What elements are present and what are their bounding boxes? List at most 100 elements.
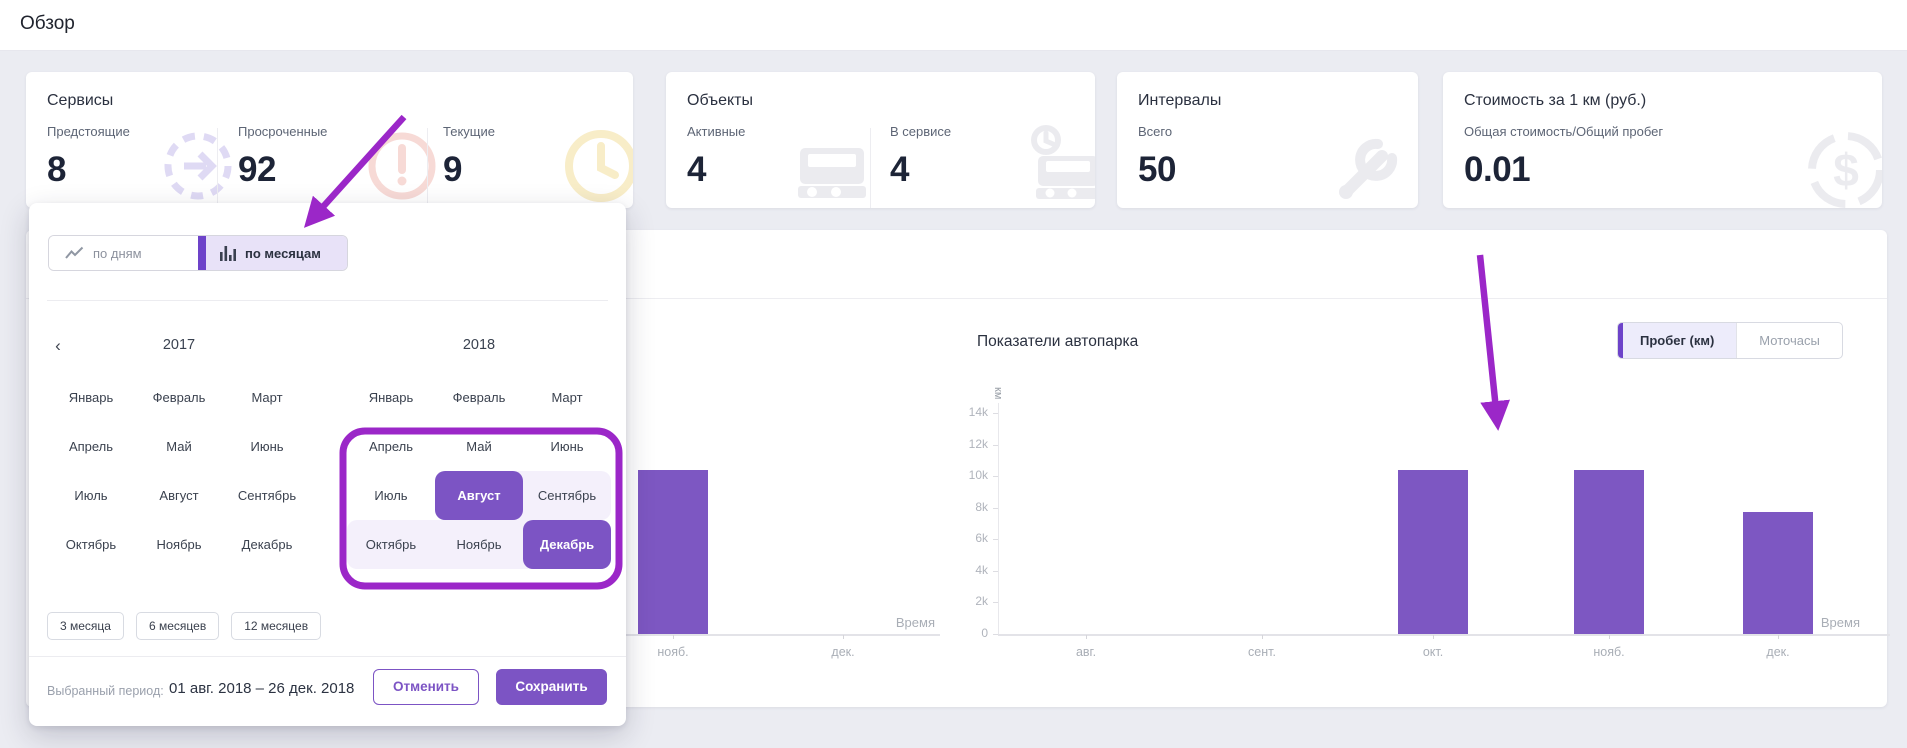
chart-1-ytick-label-6k: 6k	[975, 531, 988, 545]
chart-1-ytick-label-0: 0	[981, 626, 988, 640]
chart-0-xtick-label-дек.: дек.	[831, 645, 855, 659]
quick-range-3-месяца[interactable]: 3 месяца	[47, 612, 124, 640]
stat-value: 50	[1138, 150, 1176, 189]
alert-clock-icon	[364, 118, 440, 208]
chart-1-xtick	[1778, 635, 1779, 639]
quick-range-6-месяцев[interactable]: 6 месяцев	[135, 612, 220, 640]
chart-1-ytick	[993, 445, 998, 446]
popup-divider	[47, 300, 608, 301]
objects-card: Объекты Активные 4 В сервисе 4	[666, 72, 1095, 208]
intervals-card: Интервалы Всего 50	[1117, 72, 1418, 208]
month-cell-2018-Май[interactable]: Май	[466, 439, 492, 454]
date-range-picker-popup: по дням по месяцам ‹ 2017 2018 Январь Фев…	[29, 203, 626, 726]
month-cell-2017-Ноябрь[interactable]: Ноябрь	[156, 537, 202, 552]
year-label-2018: 2018	[462, 337, 496, 353]
popup-divider	[29, 656, 626, 657]
metric-toggle: Пробег (км) Моточасы	[1617, 322, 1843, 359]
chart-1-xtick-label-дек.: дек.	[1766, 645, 1790, 659]
toggle-engine-hours[interactable]: Моточасы	[1736, 323, 1842, 358]
chart-0-xtick-label-нояб.: нояб.	[657, 645, 689, 659]
month-cell-2018-Февраль[interactable]: Февраль	[452, 390, 506, 405]
stat-label: Просроченные	[238, 124, 328, 139]
stat-label: Предстоящие	[47, 124, 130, 139]
chart-0-bar-нояб.	[638, 470, 708, 634]
chart-1-ytick	[993, 508, 998, 509]
month-cell-2017-Июль[interactable]: Июль	[74, 488, 108, 503]
month-cell-2017-Сентябрь[interactable]: Сентябрь	[237, 488, 297, 503]
bar-chart-icon	[220, 245, 236, 261]
chart-1-xtick	[1262, 635, 1263, 639]
month-cell-2018-Октябрь[interactable]: Октябрь	[365, 537, 417, 552]
card-title: Стоимость за 1 км (руб.)	[1464, 92, 1647, 109]
month-cell-2018-Июль[interactable]: Июль	[374, 488, 408, 503]
month-cell-2018-Ноябрь[interactable]: Ноябрь	[456, 537, 502, 552]
chart-1-ytick-label-10k: 10k	[968, 468, 988, 482]
mode-by-days-label: по дням	[93, 245, 142, 261]
chart-1-ytick-label-4k: 4k	[975, 563, 988, 577]
chart-0-xtick	[843, 635, 844, 639]
chart-1-ytick	[993, 602, 998, 603]
chart-1-ytick-label-8k: 8k	[975, 500, 988, 514]
stat-value: 4	[687, 150, 706, 189]
chart-1-yaxis	[998, 403, 999, 634]
stat-label: В сервисе	[890, 124, 952, 139]
month-cell-2017-Февраль[interactable]: Февраль	[152, 390, 206, 405]
month-cell-2018-Март[interactable]: Март	[551, 390, 583, 405]
toggle-mileage[interactable]: Пробег (км)	[1618, 323, 1737, 358]
chart-card-header-divider	[26, 298, 1887, 299]
month-cell-2018-Июнь[interactable]: Июнь	[550, 439, 584, 454]
chart-1-xtick-label-нояб.: нояб.	[1593, 645, 1625, 659]
month-cell-2017-Декабрь[interactable]: Декабрь	[241, 537, 293, 552]
chart-1-xtick	[1609, 635, 1610, 639]
card-title: Объекты	[687, 92, 753, 109]
quick-range-12-месяцев[interactable]: 12 месяцев	[231, 612, 322, 640]
month-cell-2017-Январь[interactable]: Январь	[68, 390, 114, 405]
services-card: Сервисы Предстоящие 8 Просроченные 92 Те…	[26, 72, 633, 208]
chart-1-xaxis-label: Время	[1820, 615, 1860, 630]
month-cell-2018-Январь[interactable]: Январь	[368, 390, 414, 405]
chart-1-xtick-label-окт.: окт.	[1422, 645, 1444, 659]
mode-by-months[interactable]: по месяцам	[206, 236, 347, 270]
clock-icon	[556, 118, 633, 208]
mode-by-months-label: по месяцам	[245, 245, 321, 261]
chart-1-ytick	[993, 539, 998, 540]
month-cell-2018-Апрель[interactable]: Апрель	[368, 439, 414, 454]
chart-1-ytick-label-2k: 2k	[975, 594, 988, 608]
divider	[427, 128, 428, 208]
stat-label: Текущие	[443, 124, 495, 139]
month-cell-2017-Апрель[interactable]: Апрель	[68, 439, 114, 454]
year-label-2017: 2017	[162, 337, 196, 353]
chart-1-baseline	[998, 634, 1890, 636]
month-cell-2017-Октябрь[interactable]: Октябрь	[65, 537, 117, 552]
chart-1-ytick	[993, 634, 998, 635]
divider	[217, 128, 218, 208]
vehicle-icon	[796, 144, 868, 208]
stat-value: 9	[443, 150, 462, 189]
svg-text:$: $	[1833, 144, 1859, 196]
chart-1-xtick-label-авг.: авг.	[1075, 645, 1097, 659]
chart-1-ytick	[993, 476, 998, 477]
line-chart-icon	[65, 246, 84, 259]
month-cell-2017-Август[interactable]: Август	[159, 488, 199, 503]
save-button[interactable]: Сохранить	[496, 669, 607, 705]
month-cell-2018-Сентябрь[interactable]: Сентябрь	[537, 488, 597, 503]
month-cell-2018-Декабрь[interactable]: Декабрь	[523, 520, 611, 569]
chart-1-ytick-label-14k: 14k	[968, 405, 988, 419]
stat-label: Активные	[687, 124, 746, 139]
chevron-left-icon[interactable]: ‹	[55, 336, 61, 355]
month-cell-2017-Июнь[interactable]: Июнь	[250, 439, 284, 454]
month-cell-2017-Март[interactable]: Март	[251, 390, 283, 405]
cancel-button[interactable]: Отменить	[373, 669, 479, 705]
chart-1-xtick	[1086, 635, 1087, 639]
chart-1-ytick	[993, 571, 998, 572]
chart-1-ylabel: км	[992, 387, 1004, 400]
page-title: Обзор	[20, 13, 75, 34]
card-title: Интервалы	[1138, 92, 1222, 109]
month-cell-2018-Август[interactable]: Август	[435, 471, 523, 520]
mode-toggle: по дням по месяцам	[48, 235, 348, 271]
month-cell-2017-Май[interactable]: Май	[166, 439, 192, 454]
chart-1-bar-нояб.	[1574, 470, 1644, 634]
mode-by-days[interactable]: по дням	[49, 236, 198, 270]
quick-ranges: 3 месяца 6 месяцев 12 месяцев	[47, 612, 322, 640]
